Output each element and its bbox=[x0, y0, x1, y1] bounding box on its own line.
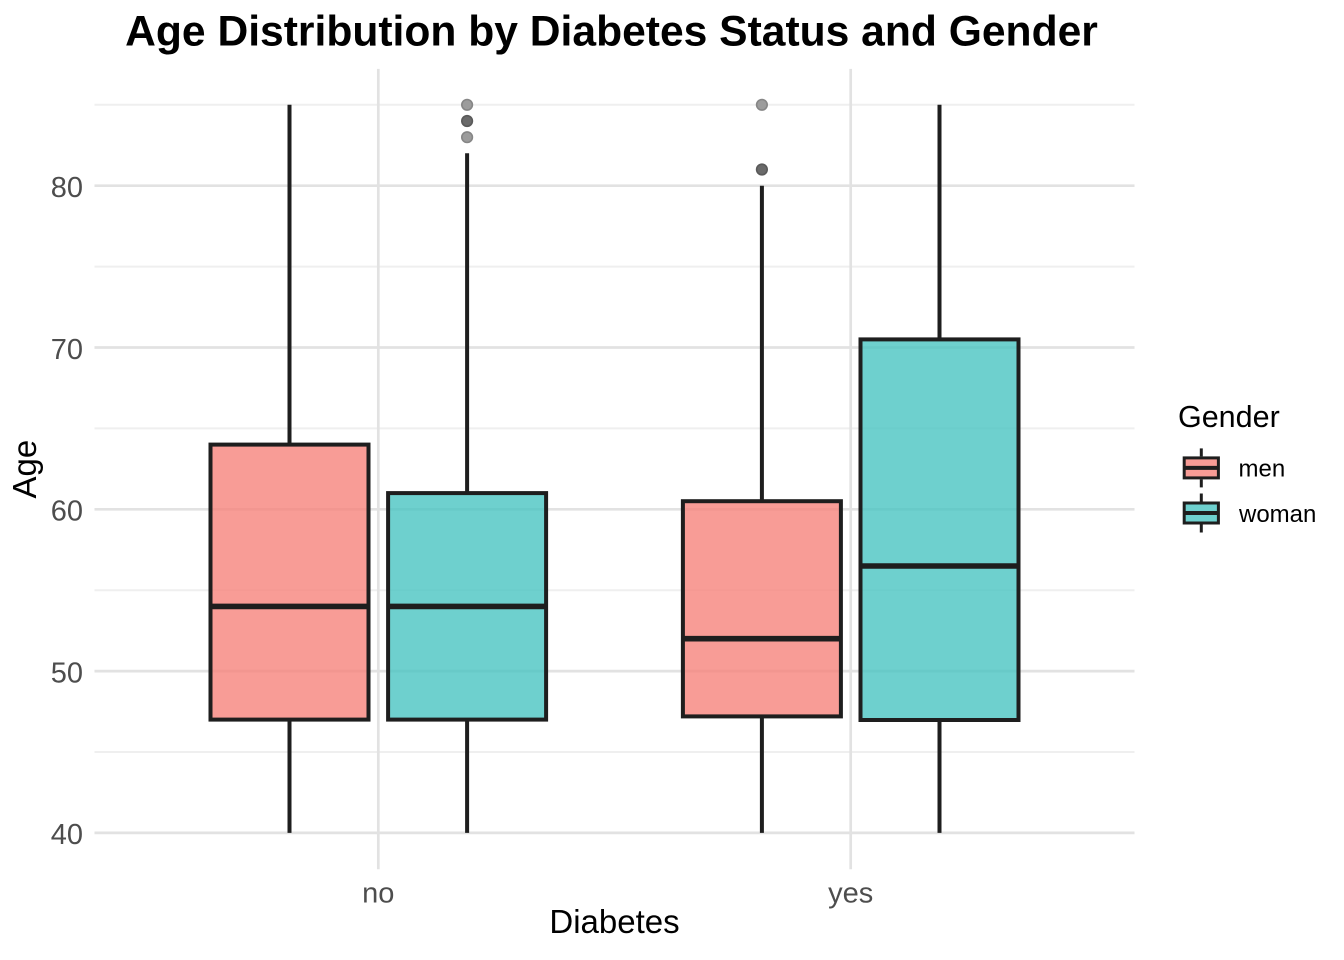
svg-text:60: 60 bbox=[51, 496, 83, 528]
svg-text:Gender: Gender bbox=[1178, 400, 1280, 434]
svg-text:Age: Age bbox=[6, 440, 43, 499]
svg-text:woman: woman bbox=[1238, 501, 1316, 528]
svg-text:70: 70 bbox=[51, 334, 83, 366]
svg-text:40: 40 bbox=[51, 819, 83, 851]
svg-text:80: 80 bbox=[51, 172, 83, 204]
svg-text:no: no bbox=[362, 878, 394, 910]
svg-text:yes: yes bbox=[828, 878, 873, 910]
svg-text:men: men bbox=[1239, 455, 1286, 482]
svg-text:Age Distribution by Diabetes S: Age Distribution by Diabetes Status and … bbox=[125, 8, 1098, 56]
svg-text:Diabetes: Diabetes bbox=[549, 903, 679, 940]
svg-text:50: 50 bbox=[51, 657, 83, 689]
